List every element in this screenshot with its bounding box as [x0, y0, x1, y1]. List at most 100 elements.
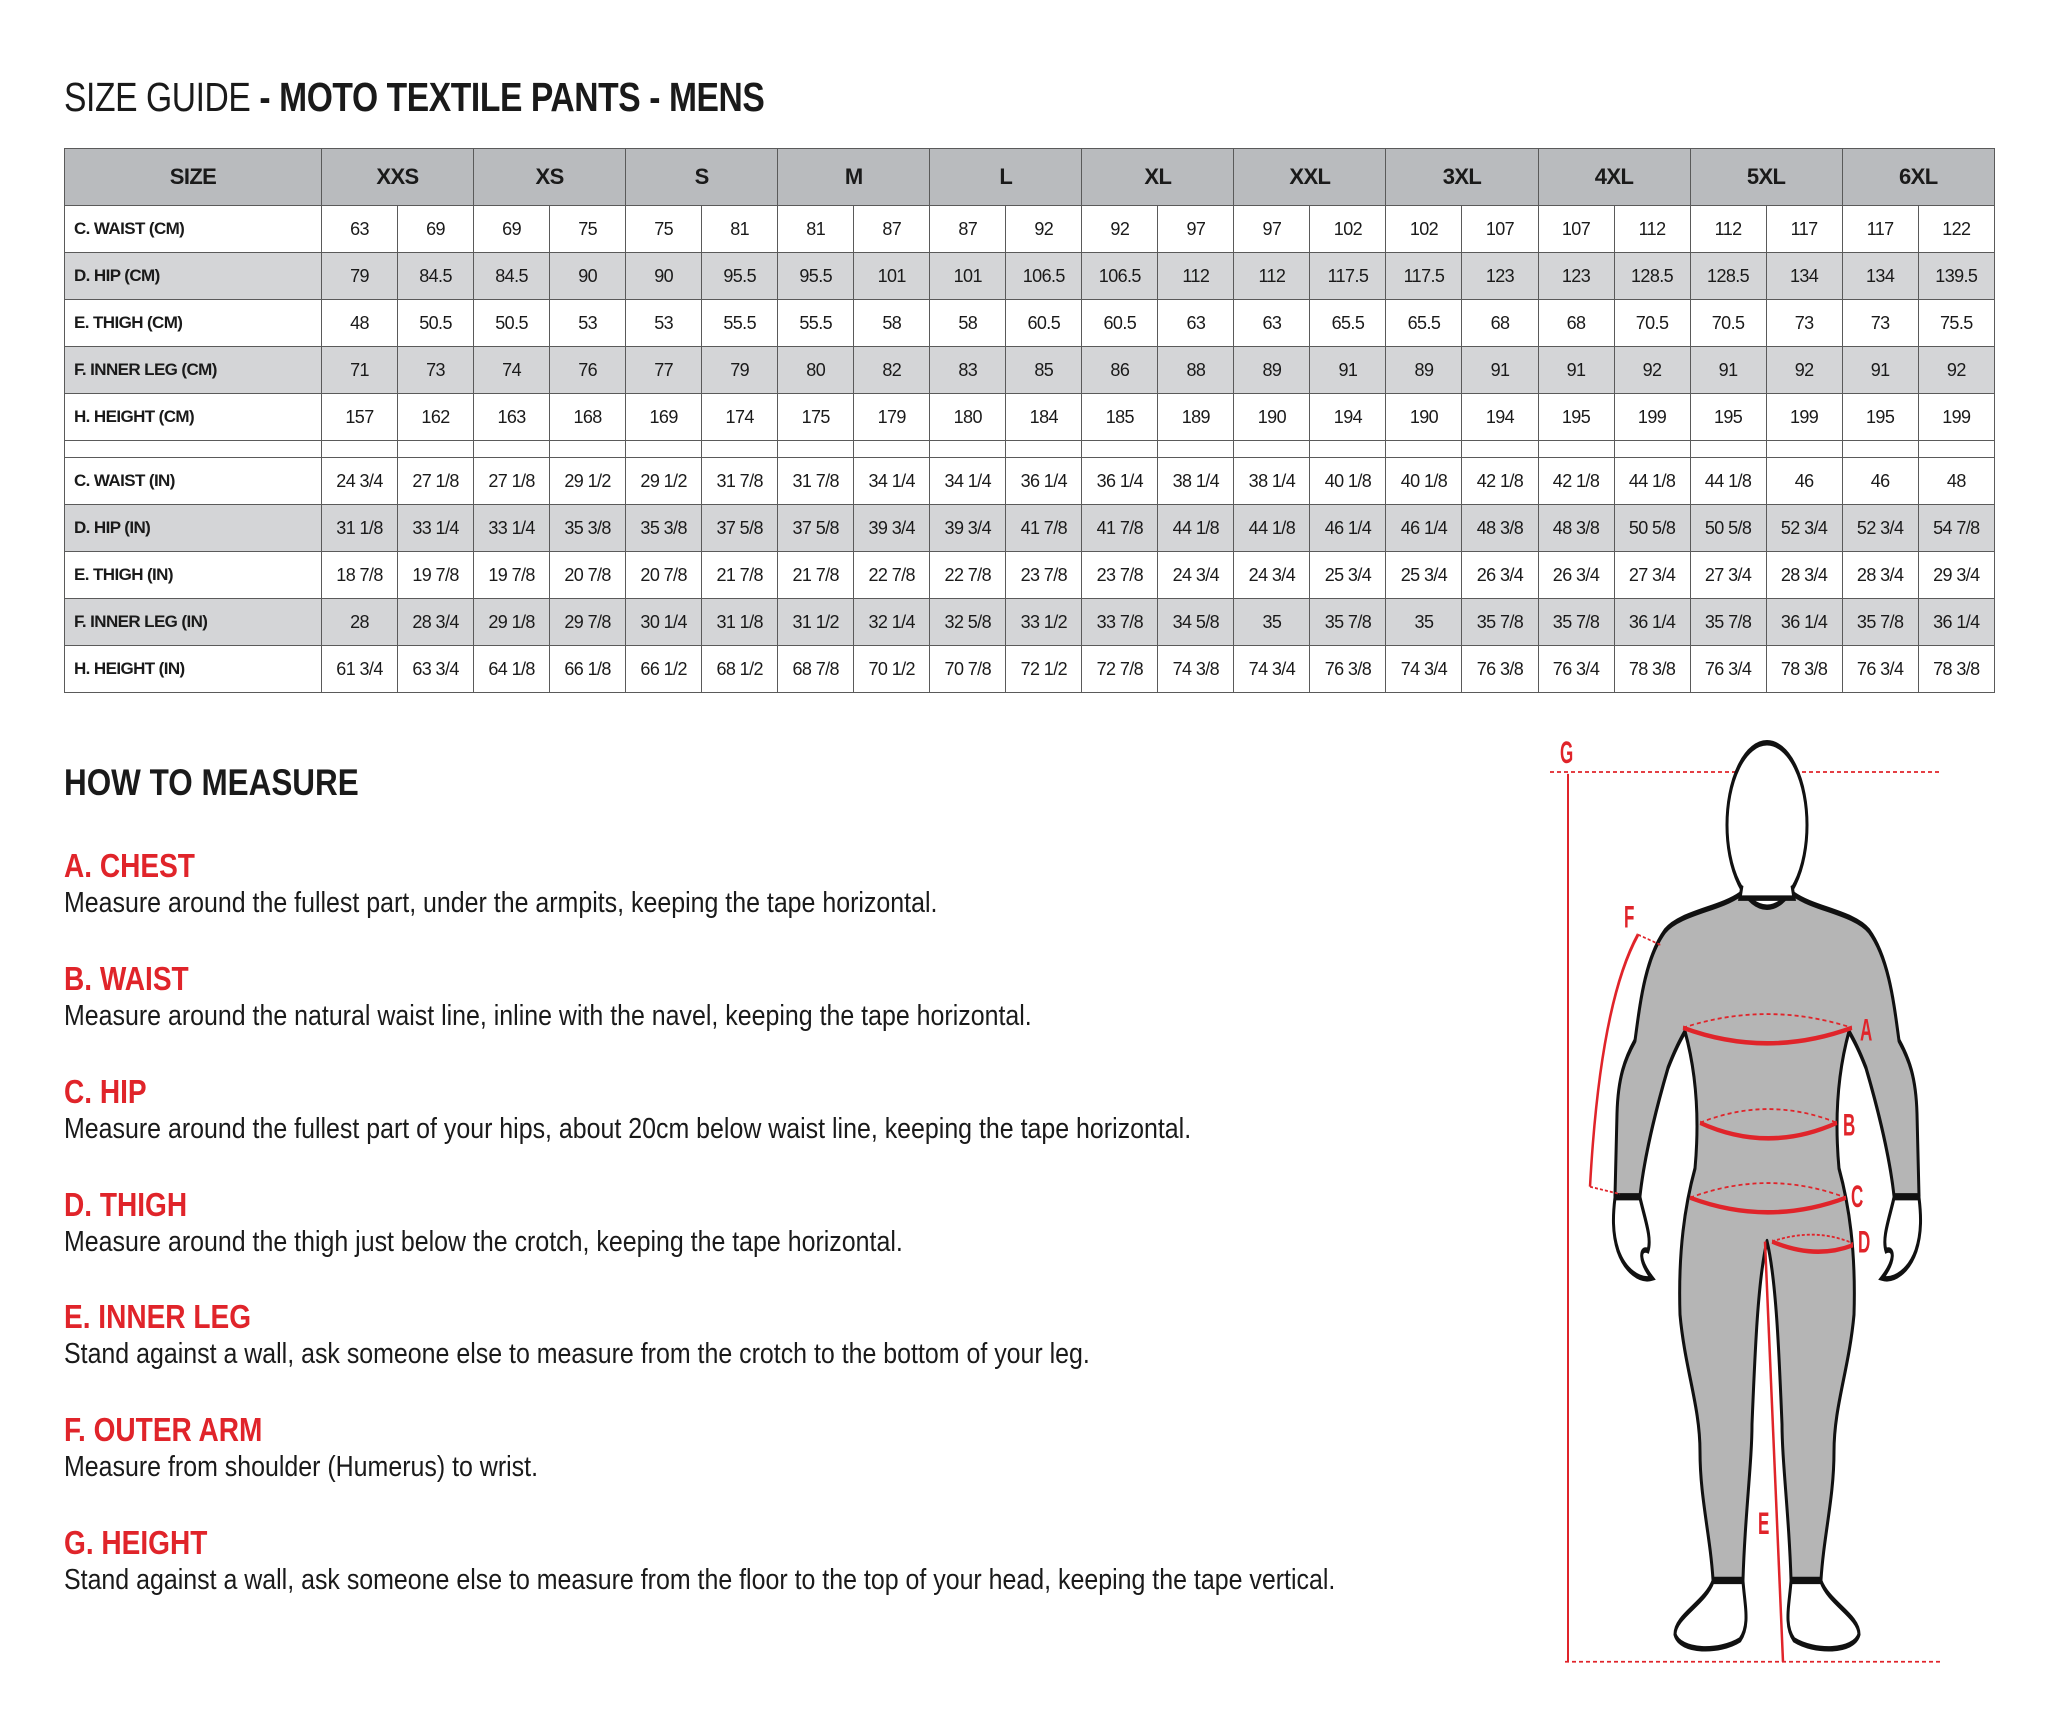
size-table: SIZE XXS XS S M L XL XXL 3XL 4XL 5XL 6XL C. WAIST (C… [64, 148, 1996, 693]
table-cell: 31 1/2 [777, 598, 855, 646]
measure-description: Measure around the fullest part, under t… [64, 887, 938, 919]
table-cell: 90 [625, 252, 703, 300]
row-label: F. INNER LEG (IN) [64, 598, 322, 646]
row-label: D. HIP (IN) [64, 504, 322, 552]
measure-title: F. OUTER ARM [64, 1411, 263, 1448]
table-cell: 44 1/8 [1233, 504, 1311, 552]
table-cell: 44 1/8 [1157, 504, 1235, 552]
outer-arm-top-dashed [1637, 933, 1663, 947]
label-f: F [1624, 900, 1634, 935]
spacer-cell [1917, 440, 1996, 458]
table-cell: 117 [1765, 205, 1843, 253]
measure-description: Measure around the natural waist line, i… [64, 1000, 1032, 1032]
measure-title: D. THIGH [64, 1186, 188, 1223]
table-cell: 58 [853, 299, 931, 347]
table-cell: 40 1/8 [1309, 457, 1387, 505]
table-cell: 106.5 [1005, 252, 1083, 300]
table-cell: 89 [1233, 346, 1311, 394]
spacer-cell [1461, 440, 1539, 458]
table-cell: 179 [853, 393, 931, 441]
spacer-cell [549, 440, 627, 458]
measure-title: A. CHEST [64, 847, 195, 884]
table-cell: 68 7/8 [777, 645, 855, 693]
table-cell: 64 1/8 [473, 645, 551, 693]
table-cell: 27 1/8 [397, 457, 475, 505]
chest-dashed [1682, 1013, 1853, 1029]
table-cell: 32 5/8 [929, 598, 1007, 646]
body-measurement-figure: G F A B C D E [1550, 736, 1940, 1663]
table-cell: 75.5 [1917, 299, 1996, 347]
table-cell: 34 1/4 [929, 457, 1007, 505]
table-cell: 70.5 [1613, 299, 1691, 347]
spacer-cell [777, 440, 855, 458]
table-cell: 50 5/8 [1613, 504, 1691, 552]
label-d: D [1858, 1225, 1870, 1260]
table-cell: 112 [1233, 252, 1311, 300]
table-cell: 97 [1233, 205, 1311, 253]
right-hand [1878, 1194, 1923, 1282]
left-foot [1673, 1578, 1748, 1652]
table-cell: 91 [1309, 346, 1387, 394]
table-cell: 46 [1765, 457, 1843, 505]
size-column-header: 6XL [1841, 148, 1996, 206]
table-cell: 35 7/8 [1309, 598, 1387, 646]
table-cell: 36 1/4 [1765, 598, 1843, 646]
table-cell: 199 [1917, 393, 1996, 441]
table-cell: 107 [1537, 205, 1615, 253]
table-cell: 24 3/4 [1157, 551, 1235, 599]
table-cell: 50.5 [473, 299, 551, 347]
table-cell: 184 [1005, 393, 1083, 441]
table-row: H. HEIGHT (CM) 157 162 163 168 169 174 175 179 18… [64, 393, 1996, 441]
size-column-header: L [929, 148, 1083, 206]
table-cell: 76 3/8 [1309, 645, 1387, 693]
table-cell: 190 [1233, 393, 1311, 441]
table-cell: 65.5 [1309, 299, 1387, 347]
table-cell: 63 3/4 [397, 645, 475, 693]
table-cell: 101 [929, 252, 1007, 300]
table-cell: 19 7/8 [473, 551, 551, 599]
spacer-cell [1613, 440, 1691, 458]
table-row: H. HEIGHT (IN) 61 3/4 63 3/4 64 1/8 66 1/8 66… [64, 645, 1996, 693]
table-cell: 97 [1157, 205, 1235, 253]
table-cell: 44 1/8 [1613, 457, 1691, 505]
table-row: D. HIP (CM) 79 84.5 84.5 90 90 95.5 95.5 101 101 1… [64, 252, 1996, 300]
spacer-cell [625, 440, 703, 458]
table-cell: 91 [1841, 346, 1919, 394]
size-header: SIZE [64, 148, 322, 206]
spacer-cell [853, 440, 931, 458]
table-cell: 19 7/8 [397, 551, 475, 599]
size-column-header: 5XL [1689, 148, 1843, 206]
label-g: G [1560, 736, 1573, 771]
table-cell: 90 [549, 252, 627, 300]
table-cell: 91 [1461, 346, 1539, 394]
table-cell: 37 5/8 [777, 504, 855, 552]
table-row: D. HIP (IN) 31 1/8 33 1/4 33 1/4 35 3/8 35 3/… [64, 504, 1996, 552]
size-column-header: XL [1081, 148, 1235, 206]
table-cell: 82 [853, 346, 931, 394]
table-cell: 29 3/4 [1917, 551, 1996, 599]
table-cell: 27 3/4 [1689, 551, 1767, 599]
table-cell: 53 [549, 299, 627, 347]
table-cell: 75 [625, 205, 703, 253]
table-cell: 50.5 [397, 299, 475, 347]
suit-body [1613, 891, 1921, 1583]
table-cell: 36 1/4 [1081, 457, 1159, 505]
table-cell: 60.5 [1081, 299, 1159, 347]
size-column-header: 4XL [1537, 148, 1691, 206]
table-cell: 76 3/4 [1841, 645, 1919, 693]
table-cell: 69 [397, 205, 475, 253]
row-label: C. WAIST (IN) [64, 457, 322, 505]
table-cell: 24 3/4 [1233, 551, 1311, 599]
table-cell: 79 [320, 252, 399, 300]
neck [1738, 884, 1796, 901]
table-cell: 25 3/4 [1309, 551, 1387, 599]
table-cell: 24 3/4 [320, 457, 399, 505]
table-cell: 41 7/8 [1005, 504, 1083, 552]
size-column-header: 3XL [1385, 148, 1539, 206]
row-label: H. HEIGHT (CM) [64, 393, 322, 441]
table-cell: 52 3/4 [1841, 504, 1919, 552]
table-cell: 88 [1157, 346, 1235, 394]
measure-item: B. WAIST Measure around the natural waist… [64, 960, 1189, 1034]
label-a: A [1860, 1013, 1872, 1048]
table-cell: 52 3/4 [1765, 504, 1843, 552]
